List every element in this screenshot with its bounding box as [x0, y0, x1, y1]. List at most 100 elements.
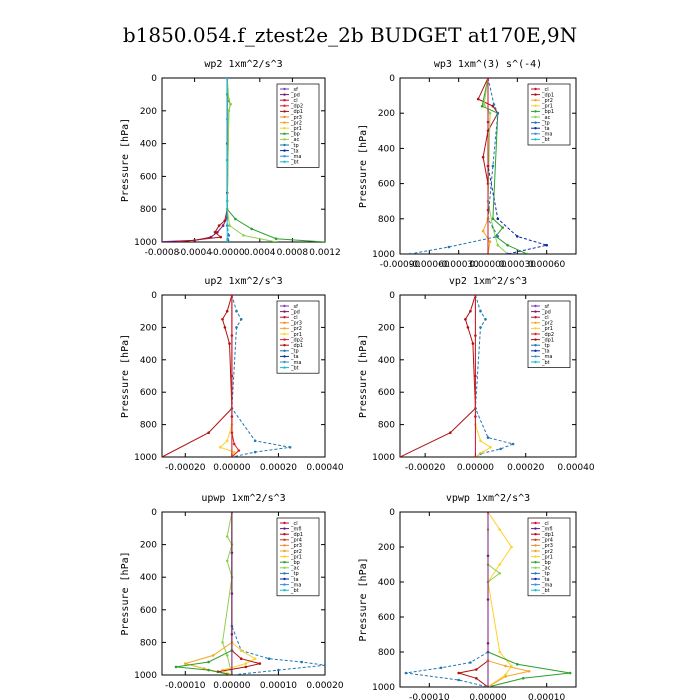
legend-label: _pr2 — [290, 326, 302, 332]
series-point_cl — [230, 334, 234, 337]
y-tick-label: 400 — [378, 356, 395, 366]
panel-title: vp2 1xm^2/s^3 — [449, 276, 527, 287]
series-point_bp — [568, 671, 572, 675]
legend-label: _pr1 — [290, 554, 302, 560]
y-tick-label: 1000 — [134, 671, 157, 681]
series-point_pr1 — [489, 446, 492, 449]
series-point_bp1 — [491, 217, 495, 221]
y-tick-label: 400 — [378, 578, 395, 588]
x-tick-label: -0.00020 — [165, 463, 206, 473]
y-tick-label: 200 — [140, 107, 157, 117]
legend-label: _bt — [290, 160, 299, 166]
x-tick-label: 0.00030 — [499, 260, 536, 270]
legend-marker — [534, 321, 537, 324]
series-point_ac — [482, 103, 486, 106]
series-point_bp1 — [525, 252, 529, 254]
legend-marker — [534, 355, 537, 358]
plot-frame — [161, 511, 326, 676]
y-tick-label: 1000 — [134, 453, 157, 463]
series-point_cl — [230, 455, 234, 457]
series-point_pr1 — [218, 446, 222, 449]
legend-label: _bp — [290, 560, 300, 566]
legend-marker — [534, 87, 537, 91]
legend-label: _pr3 — [290, 543, 302, 549]
y-tick-label: 200 — [378, 543, 395, 553]
legend-marker — [283, 304, 286, 308]
legend-label: _pr2 — [290, 549, 302, 555]
series-point_pr2 — [211, 654, 215, 657]
x-tick-label: 0.00040 — [557, 463, 594, 473]
x-tick-label: -0.00010 — [165, 681, 206, 691]
legend-label: _bt — [541, 588, 550, 594]
series-point_tp — [239, 318, 243, 321]
x-tick-label: -0.00010 — [409, 693, 450, 700]
legend-marker — [283, 104, 286, 108]
series-point_ta — [506, 252, 509, 254]
series-point_dp1 — [457, 671, 461, 675]
legend-label: _pr1 — [541, 326, 553, 332]
legend-marker — [534, 338, 537, 341]
legend-marker — [534, 327, 537, 330]
x-tick-label: -0.0004 — [177, 248, 212, 258]
legend-marker — [283, 321, 286, 324]
legend-label: _pr1 — [541, 554, 553, 560]
series-point_pd — [230, 633, 234, 636]
series-line_tp — [409, 78, 499, 254]
legend: _sf_pd_cl_dp2_dp1_pr3_pr2_pr1_bp_ac_tp_t… — [276, 83, 320, 168]
series-point_ac — [225, 559, 229, 563]
y-tick-label: 1000 — [372, 683, 395, 693]
legend-label: _sf — [290, 87, 298, 93]
series-line_tp — [231, 512, 325, 675]
legend-label: _tp — [290, 349, 299, 355]
y-tick-label: 800 — [378, 648, 395, 658]
series-point_tp — [439, 666, 443, 670]
series-point_dp1 — [228, 342, 231, 345]
legend-label: _bt — [290, 588, 299, 594]
series-point_pd — [216, 230, 219, 234]
legend-label: _dp1 — [290, 109, 303, 115]
legend-label: _pr1 — [290, 332, 302, 338]
legend-marker — [283, 332, 286, 336]
series-point_ac — [227, 109, 231, 113]
series-point_cl — [474, 295, 477, 297]
series-point_dp1 — [475, 677, 478, 680]
panel-2: wp3 1xm^(3) s^(-4) Pressure [hPa] 0 200 400 6… — [358, 59, 577, 270]
series-point_tp — [267, 657, 271, 660]
y-tick-label: 600 — [378, 180, 395, 190]
legend-marker — [534, 310, 537, 313]
series-point_dp1 — [213, 230, 217, 234]
y-tick-label: 800 — [140, 205, 157, 215]
series-point_dp1 — [244, 665, 248, 669]
series-line_dp1 — [477, 78, 499, 254]
y-tick-label: 1000 — [372, 250, 395, 260]
legend-marker — [534, 561, 537, 564]
series-point_tp — [253, 439, 257, 443]
x-tick-label: 0.00000 — [213, 463, 250, 473]
legend-label: _cl — [541, 87, 549, 93]
legend-marker — [283, 121, 286, 124]
legend-marker — [534, 572, 537, 575]
series-point_pr2 — [504, 664, 507, 668]
legend-marker — [534, 538, 537, 541]
legend-marker — [283, 316, 286, 319]
y-axis-label: Pressure [hPa] — [358, 557, 369, 641]
series-point_pr1 — [225, 439, 229, 443]
series-point_dp1 — [476, 97, 480, 101]
legend-marker — [534, 332, 537, 336]
legend-label: _ta — [290, 148, 299, 154]
legend-box — [276, 83, 320, 168]
series-point_tp — [408, 252, 412, 254]
series-point_pd — [230, 551, 234, 555]
legend-marker — [283, 132, 286, 135]
series-line_tp — [405, 512, 489, 687]
panel-5: upwp 1xm^2/s^3 Pressure [hPa] 0 200 400 600 80… — [120, 493, 344, 691]
series-point_tp — [235, 309, 238, 313]
legend-marker — [534, 349, 537, 352]
series-point_tp — [511, 442, 515, 446]
plot-frame — [161, 77, 326, 243]
series-point_pr2 — [488, 240, 492, 243]
x-tick-label: 0.00000 — [469, 693, 506, 700]
legend-marker — [283, 583, 286, 586]
series-point_dp1 — [475, 668, 478, 671]
legend-label: _ma — [541, 354, 552, 360]
